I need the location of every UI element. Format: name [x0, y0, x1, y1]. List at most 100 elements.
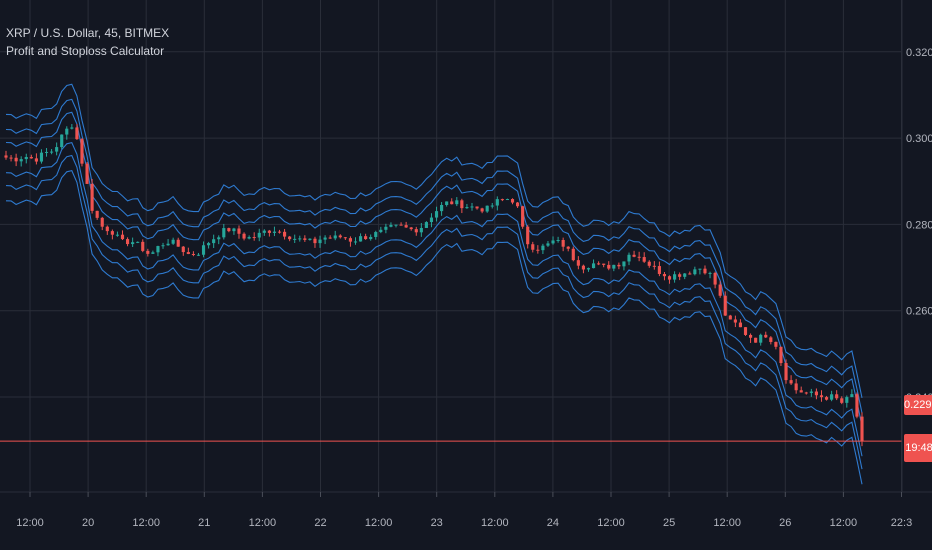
candle-body	[80, 139, 84, 164]
candle-body	[394, 224, 398, 226]
candle-body	[303, 238, 307, 240]
candle-body	[754, 337, 758, 343]
candle-body	[399, 224, 403, 226]
candle-body	[34, 158, 38, 162]
candle-body	[789, 380, 793, 384]
candle-body	[505, 199, 510, 201]
candle-body	[688, 273, 692, 275]
candle-body	[774, 341, 778, 347]
x-tick-label: 20	[82, 517, 94, 529]
x-tick-label: 21	[198, 517, 210, 529]
candle-body	[622, 261, 626, 267]
indicator-title[interactable]: Profit and Stoploss Calculator	[6, 44, 165, 58]
candle-body	[743, 327, 748, 335]
candle-body	[161, 245, 165, 247]
candle-body	[39, 152, 44, 162]
candle-body	[115, 234, 120, 236]
candle-body	[647, 261, 651, 266]
candle-body	[242, 233, 246, 239]
x-tick-label: 12:00	[132, 517, 160, 529]
x-tick-label: 26	[779, 517, 791, 529]
candle-body	[50, 151, 54, 153]
candle-body	[60, 134, 64, 148]
candle-body	[358, 236, 363, 242]
candle-body	[683, 273, 687, 277]
candle-body	[850, 394, 854, 398]
candle-body	[191, 253, 195, 255]
candle-body	[541, 245, 545, 251]
candle-body	[814, 391, 818, 396]
candle-body	[698, 268, 702, 270]
x-tick-label: 12:00	[249, 517, 277, 529]
candle-body	[445, 201, 449, 205]
candle-body	[414, 229, 418, 233]
candle-body	[678, 274, 682, 277]
candle-body	[642, 257, 646, 262]
candle-body	[531, 244, 535, 250]
candle-body	[566, 246, 570, 249]
candle-body	[343, 237, 347, 239]
candle-body	[510, 199, 515, 203]
candle-body	[308, 238, 312, 240]
candle-body	[490, 205, 494, 207]
candle-body	[764, 334, 768, 338]
candle-body	[485, 205, 489, 212]
candle-body	[318, 239, 322, 244]
candle-body	[65, 128, 69, 135]
x-tick-label: 12:00	[830, 517, 858, 529]
candle-body	[627, 254, 631, 262]
band-line	[5, 141, 863, 457]
candle-body	[186, 252, 190, 254]
y-tick-label: 0.2600	[906, 306, 932, 318]
candle-body	[708, 272, 712, 274]
symbol-title[interactable]: XRP / U.S. Dollar, 45, BITMEX	[6, 26, 170, 40]
profit-stoploss-bands	[5, 83, 863, 485]
x-tick-label: 12:00	[597, 517, 625, 529]
candle-body	[723, 295, 727, 316]
band-line	[5, 83, 863, 399]
candle-body	[667, 276, 672, 280]
candle-body	[141, 241, 145, 251]
time-axis[interactable]: 12:00 20 12:00 21 12:00 22 12:00 23 12:00 24 12:00…	[16, 492, 912, 529]
x-tick-label: 12:00	[365, 517, 393, 529]
candle-body	[136, 241, 140, 243]
candle-body	[328, 237, 332, 239]
candle-body	[460, 200, 464, 209]
x-tick-label: 22:3	[891, 517, 912, 529]
candle-body	[424, 222, 428, 228]
candle-body	[90, 183, 94, 211]
candle-body	[738, 322, 743, 328]
candle-body	[257, 232, 261, 238]
candle-body	[860, 416, 864, 442]
candle-body	[120, 234, 125, 240]
candle-body	[125, 239, 130, 245]
candle-body	[404, 225, 408, 228]
candle-body	[819, 395, 824, 398]
candle-body	[779, 346, 783, 364]
candle-body	[804, 392, 808, 394]
candle-body	[718, 284, 722, 296]
candle-body	[24, 156, 28, 160]
candle-body	[419, 227, 423, 233]
candle-body	[794, 383, 798, 391]
x-tick-label: 12:00	[481, 517, 509, 529]
candle-body	[470, 206, 474, 208]
candle-body	[353, 241, 358, 243]
candle-body	[379, 229, 383, 233]
candle-body	[561, 240, 565, 247]
candle-body	[434, 211, 439, 218]
candle-body	[571, 248, 575, 261]
candle-body	[586, 268, 591, 270]
candle-body	[521, 206, 525, 227]
candle-body	[612, 264, 616, 269]
candle-body	[617, 264, 621, 267]
candle-body	[546, 243, 550, 246]
candle-body	[293, 238, 297, 240]
candle-body	[500, 199, 504, 201]
candle-body	[824, 397, 829, 400]
candle-body	[298, 238, 302, 240]
candle-body	[374, 232, 378, 237]
